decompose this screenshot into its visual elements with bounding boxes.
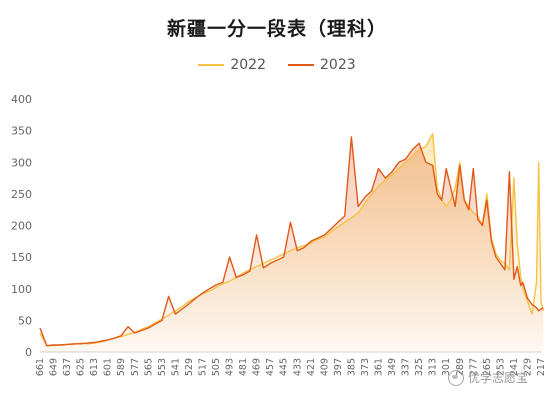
y-tick-label: 250 <box>11 188 32 201</box>
x-tick-label: 337 <box>401 358 412 376</box>
x-tick-label: 277 <box>468 358 479 376</box>
x-tick-label: 217 <box>536 358 547 376</box>
x-tick-label: 589 <box>116 358 127 376</box>
legend-label-2022: 2022 <box>230 57 266 73</box>
x-tick-labels: 661 649 637 625 613 601 589 577 565 553 541 529 517 5… <box>35 358 547 376</box>
x-tick-label: 469 <box>252 358 263 376</box>
x-tick-label: 457 <box>265 358 276 376</box>
x-tick-label: 481 <box>238 358 249 376</box>
x-tick-label: 661 <box>35 358 46 376</box>
x-tick-label: 289 <box>455 358 466 376</box>
x-tick-label: 229 <box>523 358 534 376</box>
x-tick-label: 529 <box>184 358 195 376</box>
x-tick-label: 601 <box>103 358 114 376</box>
x-tick-label: 649 <box>49 358 60 376</box>
x-tick-label: 625 <box>76 358 87 376</box>
y-tick-label: 400 <box>11 93 32 106</box>
x-tick-label: 445 <box>279 358 290 376</box>
x-tick-label: 373 <box>360 358 371 376</box>
x-tick-label: 397 <box>333 358 344 376</box>
x-tick-label: 325 <box>414 358 425 376</box>
x-tick-label: 565 <box>143 358 154 376</box>
x-tick-label: 241 <box>509 358 520 376</box>
x-tick-label: 349 <box>387 358 398 376</box>
chart-title: 新疆一分一段表（理科） <box>166 18 387 40</box>
x-tick-label: 433 <box>292 358 303 376</box>
x-tick-label: 505 <box>211 358 222 376</box>
legend-label-2023: 2023 <box>320 57 356 73</box>
x-tick-label: 421 <box>306 358 317 376</box>
y-axis: 0 50 100 150 200 250 300 350 400 <box>11 93 32 359</box>
legend-swatch-2022 <box>198 64 225 66</box>
x-tick-label: 613 <box>89 358 100 376</box>
watermark: 优学志愿宝 <box>448 369 528 386</box>
legend-item-2022[interactable]: 2022 <box>198 57 266 73</box>
x-tick-label: 385 <box>346 358 357 376</box>
x-tick-label: 265 <box>482 358 493 376</box>
y-tick-label: 100 <box>11 283 32 296</box>
wechat-icon <box>448 369 464 386</box>
series-line-2023 <box>39 136 544 347</box>
x-tick-label: 541 <box>170 358 181 376</box>
x-tick-label: 361 <box>374 358 385 376</box>
y-tick-label: 150 <box>11 251 32 264</box>
series-areas <box>40 133 544 352</box>
y-tick-label: 50 <box>18 314 32 327</box>
y-tick-label: 0 <box>25 346 32 359</box>
x-tick-label: 301 <box>441 358 452 376</box>
x-tick-label: 313 <box>428 358 439 376</box>
legend-swatch-2023 <box>288 64 314 66</box>
x-tick-label: 517 <box>198 358 209 376</box>
y-tick-label: 350 <box>11 125 32 138</box>
x-tick-label: 577 <box>130 358 141 376</box>
x-tick-label: 553 <box>157 358 168 376</box>
series-lines <box>39 133 544 347</box>
legend: 2022 2023 <box>0 57 554 73</box>
series-area-2023 <box>40 137 544 352</box>
y-tick-label: 200 <box>11 220 32 233</box>
x-tick-label: 493 <box>225 358 236 376</box>
x-tick-label: 637 <box>62 358 73 376</box>
y-tick-label: 300 <box>11 156 32 169</box>
legend-item-2023[interactable]: 2023 <box>288 57 356 73</box>
watermark-text: 优学志愿宝 <box>468 371 529 385</box>
x-tick-label: 253 <box>495 358 506 376</box>
x-tick-label: 409 <box>319 358 330 376</box>
